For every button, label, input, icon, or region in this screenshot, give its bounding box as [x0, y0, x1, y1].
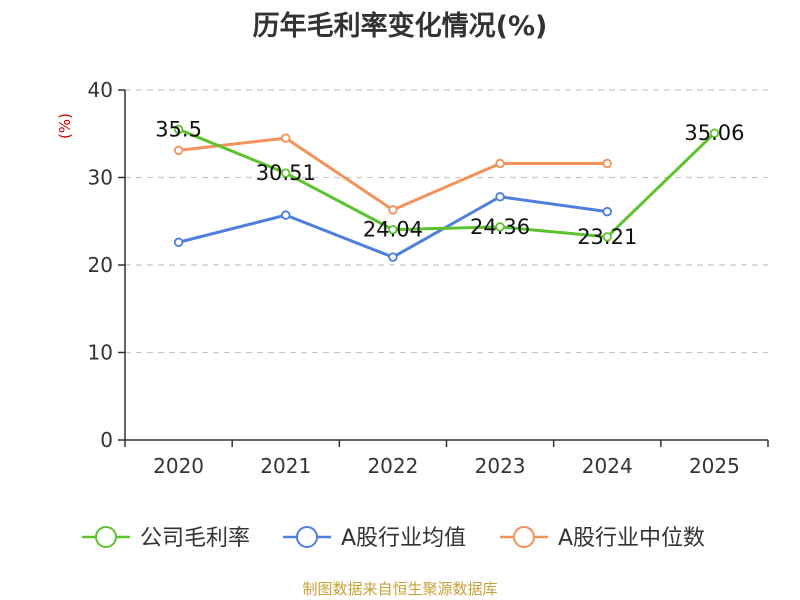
chart-title: 历年毛利率变化情况(%)	[252, 11, 548, 42]
legend: 公司毛利率 A股行业均值 A股行业中位数	[82, 526, 705, 551]
series-2	[173, 133, 612, 215]
series-lines	[173, 124, 720, 262]
series-1	[173, 192, 612, 262]
data-point	[602, 232, 612, 242]
series-0	[173, 124, 720, 242]
data-point	[495, 222, 505, 232]
data-point	[388, 224, 398, 235]
x-tick-label: 2023	[475, 454, 526, 478]
data-point	[173, 237, 184, 247]
legend-item-0[interactable]: 公司毛利率	[82, 526, 250, 551]
data-label: 35.06	[684, 121, 744, 145]
data-label: 23.21	[577, 225, 637, 249]
y-tick-label: 30	[88, 166, 113, 190]
data-label: 24.04	[363, 218, 423, 242]
series-line	[178, 136, 608, 212]
legend-marker	[296, 526, 318, 548]
x-tick-label: 2022	[367, 454, 418, 478]
data-point	[388, 252, 398, 262]
data-point	[602, 206, 612, 217]
data-point	[281, 133, 291, 143]
data-point	[281, 168, 291, 178]
x-tick-label: 2025	[689, 454, 740, 478]
axes: 0 10 20 30 40 2020 2021 2022 2023 2024 2025	[88, 78, 769, 478]
data-point	[495, 192, 505, 202]
y-tick-label: 20	[88, 253, 113, 277]
data-point	[281, 210, 291, 220]
legend-item-1[interactable]: A股行业均值	[283, 526, 466, 551]
grid-lines	[125, 89, 768, 354]
y-tick-label: 40	[88, 78, 113, 102]
data-point	[173, 124, 184, 135]
legend-item-2[interactable]: A股行业中位数	[500, 526, 705, 551]
data-point	[495, 158, 505, 169]
legend-marker	[513, 526, 535, 548]
data-label: 35.5	[155, 117, 202, 141]
x-tick-label: 2024	[582, 454, 633, 478]
source-note: 制图数据来自恒生聚源数据库	[302, 580, 498, 598]
legend-label: A股行业中位数	[558, 526, 705, 551]
data-point	[602, 158, 612, 169]
data-point	[173, 145, 184, 156]
data-label: 24.36	[470, 215, 530, 239]
y-tick-label: 10	[88, 341, 113, 365]
data-labels: 35.5 30.51 24.04 24.36 23.21 35.06	[155, 117, 744, 249]
legend-marker	[95, 526, 117, 548]
data-point	[709, 128, 720, 138]
data-point	[388, 205, 398, 215]
x-tick-label: 2020	[153, 454, 204, 478]
y-unit-label: (%)	[56, 113, 74, 139]
y-tick-label: 0	[100, 428, 113, 452]
x-tick-label: 2021	[260, 454, 311, 478]
legend-label: 公司毛利率	[140, 526, 250, 551]
series-line	[178, 127, 716, 239]
data-label: 30.51	[256, 161, 316, 185]
legend-label: A股行业均值	[341, 526, 466, 551]
